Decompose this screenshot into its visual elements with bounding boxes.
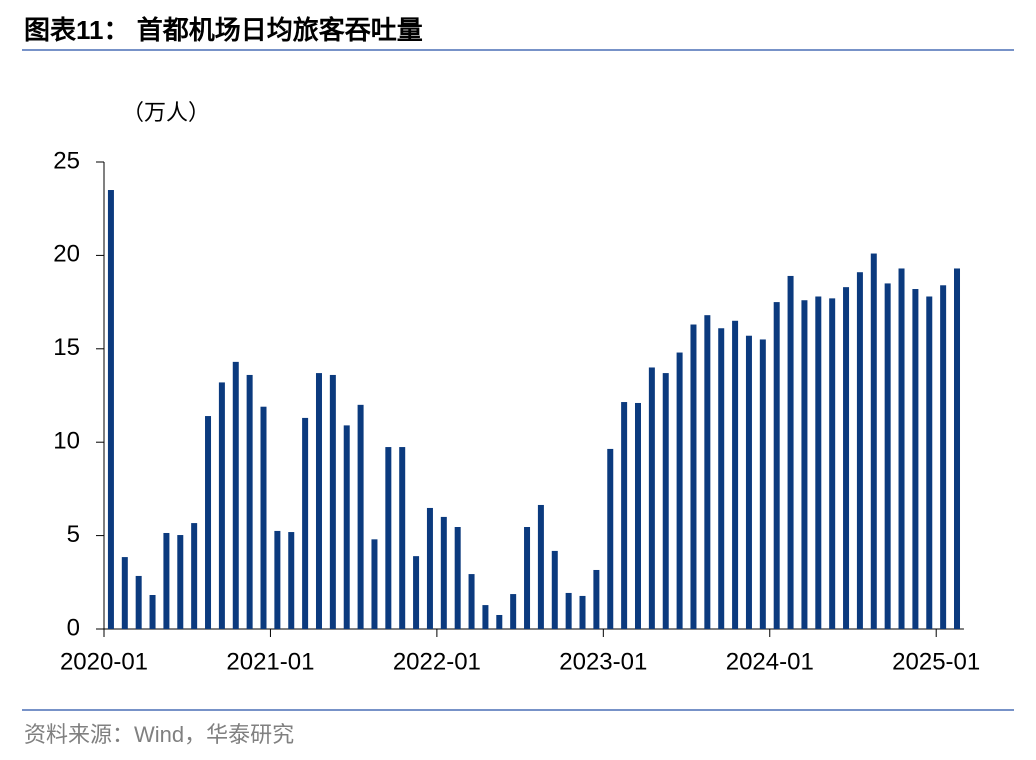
- bar: [205, 416, 212, 629]
- bar: [718, 328, 725, 629]
- bar: [801, 300, 808, 629]
- bar: [759, 339, 766, 629]
- y-tick-label: 25: [53, 147, 80, 174]
- source: 资料来源：Wind，华泰研究: [24, 722, 294, 747]
- bar: [593, 569, 600, 629]
- bar: [371, 539, 378, 629]
- bar: [815, 296, 822, 629]
- bar: [884, 283, 891, 629]
- bar: [177, 535, 184, 629]
- bar: [843, 287, 850, 629]
- x-tick-label: 2022-01: [393, 648, 481, 675]
- y-tick-label: 10: [53, 428, 80, 455]
- bar: [399, 447, 406, 629]
- y-tick-label: 20: [53, 241, 80, 268]
- bar: [385, 447, 392, 629]
- bar: [260, 406, 267, 629]
- bar: [343, 425, 350, 629]
- bar: [537, 504, 544, 629]
- bar: [482, 605, 489, 629]
- bar: [454, 527, 461, 629]
- bar: [232, 361, 239, 629]
- bar: [218, 382, 225, 629]
- bar: [898, 268, 905, 629]
- x-tick-label: 2020-01: [60, 648, 148, 675]
- bar: [302, 417, 309, 629]
- bar: [121, 557, 128, 629]
- bar: [426, 507, 433, 629]
- y-unit-label: （万人）: [122, 100, 210, 125]
- bar: [579, 595, 586, 629]
- bar: [510, 594, 517, 629]
- bar: [704, 315, 711, 629]
- bar: [551, 550, 558, 629]
- bar: [329, 374, 336, 629]
- bar: [940, 285, 947, 629]
- bar: [870, 253, 877, 630]
- bar: [787, 275, 794, 629]
- bar: [163, 532, 170, 629]
- bar: [468, 574, 475, 629]
- bar: [912, 289, 919, 629]
- bar: [732, 320, 739, 629]
- bar: [648, 367, 655, 629]
- bar: [954, 268, 961, 629]
- bar: [191, 523, 198, 629]
- x-tick-label: 2025-01: [892, 648, 980, 675]
- y-tick-label: 0: [67, 614, 80, 641]
- bar: [246, 374, 253, 629]
- bar: [315, 373, 322, 629]
- bar: [621, 402, 628, 629]
- y-tick-label: 5: [67, 521, 80, 548]
- bar: [926, 296, 933, 629]
- x-tick-label: 2023-01: [559, 648, 647, 675]
- bar: [634, 402, 641, 629]
- bar: [413, 556, 420, 629]
- bar: [773, 302, 780, 629]
- bar: [357, 404, 364, 629]
- bar: [274, 530, 281, 629]
- bar: [829, 298, 836, 629]
- bar: [565, 592, 572, 629]
- bar: [690, 324, 697, 629]
- bar: [288, 532, 295, 629]
- bar: [607, 448, 614, 629]
- bar: [662, 373, 669, 629]
- bar: [440, 516, 447, 629]
- bar: [856, 272, 863, 629]
- bar: [745, 335, 752, 629]
- bar: [524, 527, 531, 629]
- bar: [676, 352, 683, 629]
- bar: [496, 614, 503, 629]
- bar: [149, 595, 156, 629]
- bar: [107, 190, 114, 629]
- y-tick-label: 15: [53, 334, 80, 361]
- x-tick-label: 2021-01: [226, 648, 314, 675]
- x-tick-label: 2024-01: [726, 648, 814, 675]
- bar: [135, 575, 142, 629]
- chart-title: 图表11： 首都机场日均旅客吞吐量: [24, 15, 423, 45]
